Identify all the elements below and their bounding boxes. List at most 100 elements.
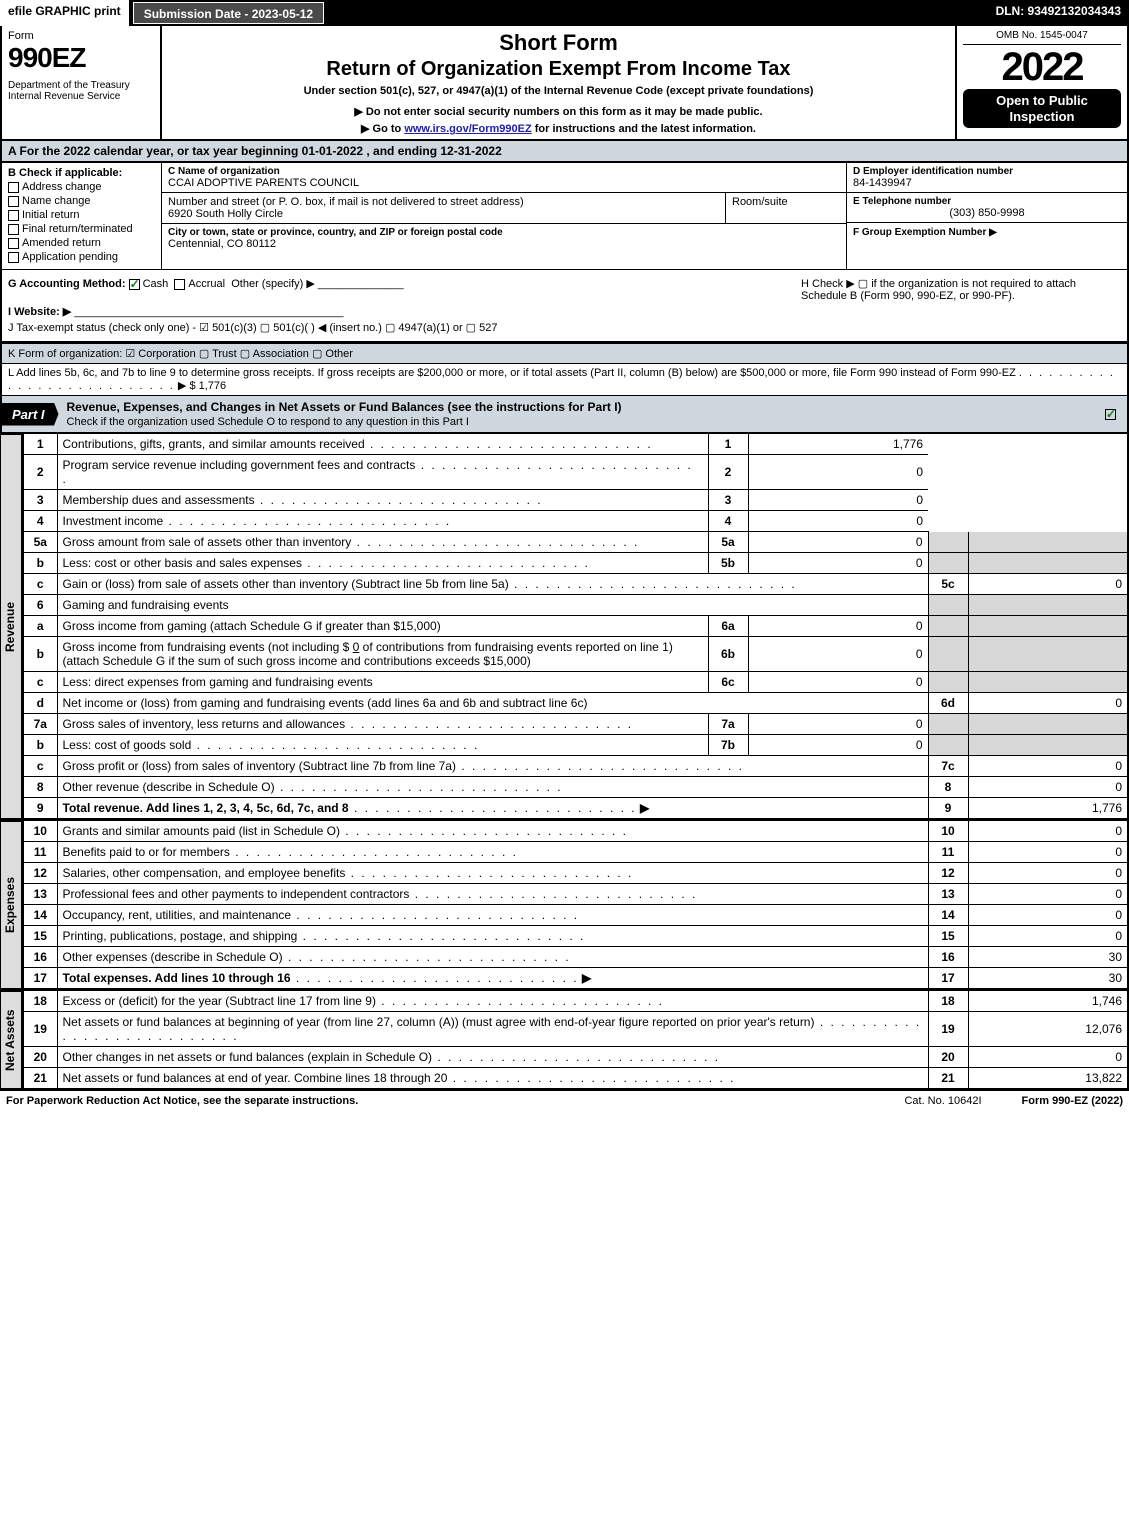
revenue-table: 1Contributions, gifts, grants, and simil… xyxy=(22,434,1129,819)
line-16: 16Other expenses (describe in Schedule O… xyxy=(23,947,1128,968)
line-6c: cLess: direct expenses from gaming and f… xyxy=(23,672,1128,693)
line-15: 15Printing, publications, postage, and s… xyxy=(23,926,1128,947)
part1-sub: Check if the organization used Schedule … xyxy=(67,416,469,428)
netassets-section: Net Assets 18Excess or (deficit) for the… xyxy=(0,991,1129,1091)
header-center: Short Form Return of Organization Exempt… xyxy=(162,26,957,139)
g-cash: Cash xyxy=(143,278,169,290)
row-a-calendar: A For the 2022 calendar year, or tax yea… xyxy=(0,141,1129,163)
ein-cell: D Employer identification number 84-1439… xyxy=(847,163,1127,193)
revenue-section: Revenue 1Contributions, gifts, grants, a… xyxy=(0,434,1129,821)
line-14: 14Occupancy, rent, utilities, and mainte… xyxy=(23,905,1128,926)
expenses-tab: Expenses xyxy=(0,821,22,989)
ein-label: D Employer identification number xyxy=(853,166,1121,177)
irs-link[interactable]: www.irs.gov/Form990EZ xyxy=(404,123,531,135)
link-line: ▶ Go to www.irs.gov/Form990EZ for instru… xyxy=(170,122,947,135)
col-def: D Employer identification number 84-1439… xyxy=(847,163,1127,269)
cb-name-change[interactable]: Name change xyxy=(8,195,155,207)
phone-label: E Telephone number xyxy=(853,196,1121,207)
city-cell: City or town, state or province, country… xyxy=(162,224,846,253)
part1-title: Revenue, Expenses, and Changes in Net As… xyxy=(59,396,1097,432)
room-cell: Room/suite xyxy=(726,193,846,223)
city-label: City or town, state or province, country… xyxy=(168,227,840,238)
expenses-table: 10Grants and similar amounts paid (list … xyxy=(22,821,1129,989)
footer-right: Form 990-EZ (2022) xyxy=(1022,1095,1123,1107)
cb-accrual[interactable] xyxy=(174,279,185,290)
org-name: CCAI ADOPTIVE PARENTS COUNCIL xyxy=(168,177,840,189)
phone-cell: E Telephone number (303) 850-9998 xyxy=(847,193,1127,223)
inspection-badge: Open to Public Inspection xyxy=(963,89,1121,128)
street-cell: Number and street (or P. O. box, if mail… xyxy=(162,193,726,223)
ein-value: 84-1439947 xyxy=(853,177,1121,189)
line-7c: cGross profit or (loss) from sales of in… xyxy=(23,756,1128,777)
group-exempt-label: F Group Exemption Number ▶ xyxy=(853,227,997,238)
page-footer: For Paperwork Reduction Act Notice, see … xyxy=(0,1091,1129,1111)
org-name-cell: C Name of organization CCAI ADOPTIVE PAR… xyxy=(162,163,846,193)
netassets-tab: Net Assets xyxy=(0,991,22,1089)
part1-checkbox[interactable] xyxy=(1097,403,1127,425)
cb-label: Application pending xyxy=(22,251,118,263)
cb-label: Address change xyxy=(22,181,102,193)
line-8: 8Other revenue (describe in Schedule O)8… xyxy=(23,777,1128,798)
cb-cash[interactable] xyxy=(129,279,140,290)
cb-address-change[interactable]: Address change xyxy=(8,181,155,193)
col-b-header: B Check if applicable: xyxy=(8,167,155,179)
line-5c: cGain or (loss) from sale of assets othe… xyxy=(23,574,1128,595)
l-amt: ▶ $ 1,776 xyxy=(178,380,226,392)
phone-value: (303) 850-9998 xyxy=(853,207,1121,219)
l-text: L Add lines 5b, 6c, and 7b to line 9 to … xyxy=(8,367,1016,379)
line-17: 17Total expenses. Add lines 10 through 1… xyxy=(23,968,1128,989)
cb-amended-return[interactable]: Amended return xyxy=(8,237,155,249)
line-4: 4Investment income40 xyxy=(23,511,1128,532)
row-h: H Check ▶ ▢ if the organization is not r… xyxy=(801,277,1121,302)
cb-label: Name change xyxy=(22,195,91,207)
line-12: 12Salaries, other compensation, and empl… xyxy=(23,863,1128,884)
cb-label: Final return/terminated xyxy=(22,223,133,235)
expenses-section: Expenses 10Grants and similar amounts pa… xyxy=(0,821,1129,991)
line-6a: aGross income from gaming (attach Schedu… xyxy=(23,616,1128,637)
form-header: Form 990EZ Department of the Treasury In… xyxy=(0,26,1129,141)
line-20: 20Other changes in net assets or fund ba… xyxy=(23,1047,1128,1068)
row-i: I Website: ▶ ___________________________… xyxy=(8,305,1121,318)
efile-label[interactable]: efile GRAPHIC print xyxy=(0,0,131,26)
short-form-title: Short Form xyxy=(170,30,947,56)
form-number: 990EZ xyxy=(8,42,154,74)
group-exempt-cell: F Group Exemption Number ▶ xyxy=(847,223,1127,241)
line-18: 18Excess or (deficit) for the year (Subt… xyxy=(23,991,1128,1012)
info-grid: B Check if applicable: Address change Na… xyxy=(0,163,1129,269)
line-7b: bLess: cost of goods sold7b0 xyxy=(23,735,1128,756)
org-name-label: C Name of organization xyxy=(168,166,840,177)
city-value: Centennial, CO 80112 xyxy=(168,238,840,250)
g-label: G Accounting Method: xyxy=(8,278,126,290)
line-1: 1Contributions, gifts, grants, and simil… xyxy=(23,434,1128,455)
line-21: 21Net assets or fund balances at end of … xyxy=(23,1068,1128,1089)
line-5b: bLess: cost or other basis and sales exp… xyxy=(23,553,1128,574)
cb-application-pending[interactable]: Application pending xyxy=(8,251,155,263)
street-label: Number and street (or P. O. box, if mail… xyxy=(168,196,719,208)
main-title: Return of Organization Exempt From Incom… xyxy=(170,58,947,81)
line-13: 13Professional fees and other payments t… xyxy=(23,884,1128,905)
g-accrual: Accrual xyxy=(188,278,225,290)
line-2: 2Program service revenue including gover… xyxy=(23,455,1128,490)
dln-label: DLN: 93492132034343 xyxy=(988,0,1129,26)
col-b-checkboxes: B Check if applicable: Address change Na… xyxy=(2,163,162,269)
tax-year: 2022 xyxy=(963,47,1121,87)
header-right: OMB No. 1545-0047 2022 Open to Public In… xyxy=(957,26,1127,139)
line-10: 10Grants and similar amounts paid (list … xyxy=(23,821,1128,842)
netassets-table: 18Excess or (deficit) for the year (Subt… xyxy=(22,991,1129,1089)
subtitle: Under section 501(c), 527, or 4947(a)(1)… xyxy=(170,85,947,97)
spacer xyxy=(326,0,987,26)
row-l: L Add lines 5b, 6c, and 7b to line 9 to … xyxy=(0,363,1129,395)
col-c-org: C Name of organization CCAI ADOPTIVE PAR… xyxy=(162,163,847,269)
cb-label: Amended return xyxy=(22,237,101,249)
line-9: 9Total revenue. Add lines 1, 2, 3, 4, 5c… xyxy=(23,798,1128,819)
line-3: 3Membership dues and assessments30 xyxy=(23,490,1128,511)
line-6d: dNet income or (loss) from gaming and fu… xyxy=(23,693,1128,714)
cb-final-return[interactable]: Final return/terminated xyxy=(8,223,155,235)
link-pre: ▶ Go to xyxy=(361,123,404,135)
line-11: 11Benefits paid to or for members110 xyxy=(23,842,1128,863)
part1-tag: Part I xyxy=(2,403,59,426)
row-k: K Form of organization: ☑ Corporation ▢ … xyxy=(0,343,1129,363)
cb-initial-return[interactable]: Initial return xyxy=(8,209,155,221)
submission-date: Submission Date - 2023-05-12 xyxy=(133,2,324,24)
form-word: Form xyxy=(8,30,154,42)
